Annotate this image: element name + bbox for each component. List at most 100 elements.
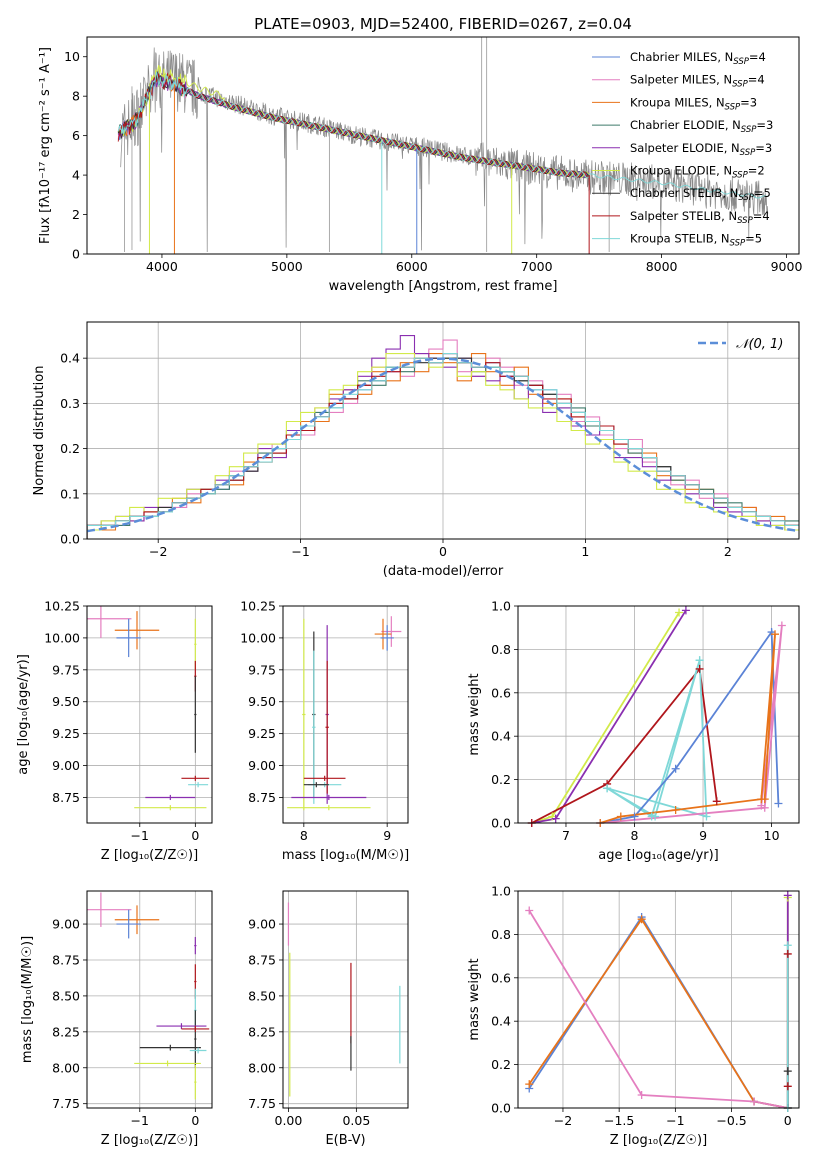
y-tick-label: 8.75	[52, 790, 80, 805]
y-tick-label: 0.8	[491, 642, 511, 657]
model-spectrum-red	[588, 173, 768, 199]
weight-marker	[637, 915, 646, 924]
axes-frame	[86, 605, 213, 824]
weight-marker	[774, 799, 783, 808]
y-tick-label: 9.25	[52, 726, 80, 741]
plot-area	[287, 902, 401, 1097]
x-tick-label: 9000	[771, 259, 803, 274]
weight-marker	[616, 812, 625, 821]
x-tick-label: −1.5	[604, 1113, 634, 1128]
weight-marker	[671, 805, 680, 814]
x-tick-label: −2	[149, 544, 167, 559]
y-tick-label: 10	[64, 49, 80, 64]
chart-weight-vs-age: 7 8 9 10 0.0 0.2 0.4 0.6 0.8 1.0 age [log₁₀(age/yr…	[467, 599, 800, 863]
weight-marker	[603, 784, 612, 793]
y-tick-label: 0.6	[491, 685, 511, 700]
y-tick-label: 0.4	[491, 729, 511, 744]
y-axis-label: mass weight	[467, 958, 482, 1040]
weight-marker	[783, 949, 792, 958]
weight-marker	[695, 656, 704, 665]
y-tick-label: 0.6	[491, 970, 511, 985]
gaussian-curve	[87, 357, 797, 533]
weight-marker	[525, 906, 534, 915]
y-tick-label: 0.0	[491, 816, 511, 831]
y-tick-label: 8.75	[248, 952, 276, 967]
y-tick-label: 9.00	[248, 758, 276, 773]
legend: 𝒩(0, 1)	[698, 337, 783, 352]
model-spectrum	[117, 71, 590, 178]
weight-line	[531, 666, 718, 823]
chart-residuals: −2 −1 0 1 2 0.0 0.1 0.2 0.3 0.4 (data-model)/error…	[32, 321, 800, 579]
weight-line	[599, 634, 776, 823]
x-tick-label: 2	[724, 544, 732, 559]
x-tick-label: 0.05	[342, 1113, 370, 1128]
chart-age-vs-mass: 8 9 8.75 9.00 9.25 9.50 9.75 10.00 10.25 mass [lo…	[240, 599, 409, 864]
plot-area	[87, 892, 210, 1100]
plot-area	[531, 609, 783, 823]
y-tick-label: 10.00	[44, 630, 80, 645]
axes-frame	[86, 36, 800, 255]
weight-marker	[777, 621, 786, 630]
x-tick-label: 9	[699, 828, 707, 843]
x-tick-label: −1	[131, 1113, 149, 1128]
y-tick-label: 9.00	[248, 917, 276, 932]
y-tick-label: 8.50	[52, 988, 80, 1003]
x-axis-label: Z [log₁₀(Z/Z☉)]	[101, 848, 198, 863]
x-axis-label: Z [log₁₀(Z/Z☉)]	[101, 1133, 198, 1148]
weight-marker	[651, 812, 660, 821]
x-tick-label: 6000	[396, 259, 428, 274]
x-axis-label: E(B-V)	[325, 1133, 365, 1148]
x-tick-label: −1	[291, 544, 309, 559]
x-tick-label: 1	[581, 544, 589, 559]
y-tick-label: 4	[72, 168, 80, 183]
x-tick-label: −2	[554, 1113, 572, 1128]
y-tick-label: 10.25	[44, 599, 80, 614]
weight-line	[600, 625, 783, 823]
axes-frame	[86, 890, 213, 1109]
y-tick-label: 6	[72, 128, 80, 143]
weight-marker	[637, 1090, 646, 1099]
x-tick-label: 7	[562, 828, 570, 843]
legend-label: Chabrier MILES, NSSP=4	[630, 50, 766, 67]
x-tick-label: −1	[131, 828, 149, 843]
y-tick-label: 0.3	[60, 396, 80, 411]
weight-marker	[525, 1080, 534, 1089]
y-tick-label: 9.00	[52, 758, 80, 773]
y-tick-label: 9.75	[52, 662, 80, 677]
y-tick-label: 10.00	[240, 630, 276, 645]
legend-label: 𝒩(0, 1)	[736, 337, 783, 352]
y-tick-label: 9.75	[248, 662, 276, 677]
weight-marker	[630, 812, 639, 821]
weight-marker	[783, 941, 792, 950]
y-tick-label: 8.75	[52, 952, 80, 967]
x-tick-label: 0	[784, 1113, 792, 1128]
weight-marker	[695, 664, 704, 673]
weight-marker	[771, 630, 780, 639]
x-axis-label: (data-model)/error	[383, 564, 504, 579]
weight-marker	[760, 795, 769, 804]
x-tick-label: 0	[191, 828, 199, 843]
y-tick-label: 9.50	[52, 694, 80, 709]
legend-label: Chabrier ELODIE, NSSP=3	[630, 118, 773, 135]
y-tick-label: 9.25	[248, 726, 276, 741]
legend-label: Chabrier STELIB, NSSP=5	[630, 186, 771, 203]
legend-label: Kroupa STELIB, NSSP=5	[630, 232, 762, 249]
y-tick-label: 8.25	[248, 1024, 276, 1039]
y-tick-label: 9.50	[248, 694, 276, 709]
y-tick-label: 8.00	[52, 1060, 80, 1075]
y-tick-label: 7.75	[52, 1096, 80, 1111]
axes-frame	[517, 605, 800, 824]
y-tick-label: 0.2	[60, 441, 80, 456]
y-tick-label: 0.0	[491, 1101, 511, 1116]
y-axis-label: Flux [fλ10⁻¹⁷ erg cm⁻² s⁻¹ A⁻¹]	[38, 47, 53, 244]
model-spectrum	[117, 72, 590, 179]
x-tick-label: 10	[764, 828, 780, 843]
legend: Chabrier MILES, NSSP=4 Salpeter MILES, NS…	[592, 50, 773, 249]
weight-line	[606, 660, 708, 818]
plot-area	[117, 37, 769, 254]
weight-marker	[681, 606, 690, 615]
weight-marker	[783, 891, 792, 900]
x-tick-label: 0.00	[275, 1113, 303, 1128]
plot-area	[287, 616, 402, 811]
